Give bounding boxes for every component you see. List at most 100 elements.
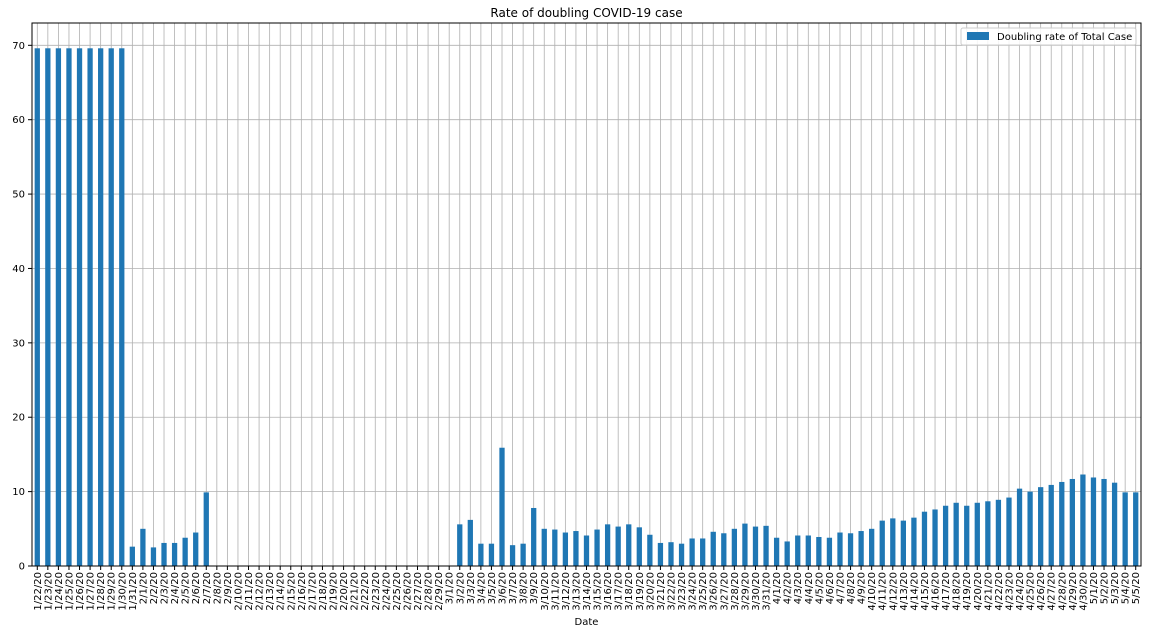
bar	[657, 542, 664, 566]
x-tick-label: 2/14/20	[276, 572, 287, 611]
y-tick-label: 10	[12, 487, 25, 498]
bar	[531, 507, 537, 566]
bar	[869, 528, 875, 566]
bar	[583, 535, 590, 566]
x-tick-label: 4/2/20	[783, 572, 794, 604]
x-tick-label: 5/1/20	[1089, 572, 1100, 604]
bar	[1111, 482, 1118, 566]
y-tick-label: 60	[12, 115, 25, 126]
x-tick-label: 4/9/20	[857, 572, 868, 604]
bar	[499, 447, 505, 566]
x-tick-label: 3/14/20	[582, 572, 593, 611]
bar	[161, 542, 167, 566]
x-tick-label: 1/31/20	[128, 572, 139, 611]
x-tick-label: 3/17/20	[614, 572, 625, 611]
x-tick-label: 4/1/20	[772, 572, 783, 604]
bar	[193, 532, 199, 566]
x-tick-label: 2/25/20	[392, 572, 403, 611]
bar	[890, 518, 896, 566]
bar	[615, 526, 621, 566]
x-tick-label: 2/10/20	[233, 572, 244, 611]
bar	[826, 537, 833, 566]
bar	[647, 534, 653, 566]
x-tick-label: 4/3/20	[793, 572, 804, 604]
x-tick-label: 2/3/20	[160, 572, 171, 604]
bar	[763, 525, 769, 566]
bar	[1027, 491, 1033, 566]
x-tick-label: 4/21/20	[983, 572, 994, 611]
bar	[911, 517, 917, 566]
x-tick-label: 2/16/20	[297, 572, 308, 611]
x-tick-label: 2/4/20	[170, 572, 181, 604]
bar	[119, 48, 125, 567]
bar	[1059, 481, 1065, 566]
x-tick-label: 2/2/20	[149, 572, 160, 604]
bar	[203, 492, 209, 566]
legend: Doubling rate of Total Case	[960, 27, 1137, 46]
bar	[108, 48, 114, 567]
bar	[1122, 492, 1128, 566]
y-tick-label: 20	[12, 413, 25, 424]
x-tick-label: 3/25/20	[698, 572, 709, 611]
x-tick-label: 2/5/20	[181, 572, 192, 604]
x-tick-label: 5/4/20	[1121, 572, 1132, 604]
bar	[837, 532, 843, 566]
x-tick-label: 4/13/20	[899, 572, 910, 611]
x-tick-label: 4/18/20	[952, 572, 963, 611]
bar	[700, 538, 706, 566]
bar	[129, 546, 135, 566]
x-tick-label: 4/14/20	[909, 572, 920, 611]
x-tick-label: 2/19/20	[329, 572, 340, 611]
x-tick-label: 4/25/20	[1026, 572, 1037, 611]
bar	[636, 527, 642, 566]
x-tick-label: 3/22/20	[666, 572, 677, 611]
x-tick-label: 2/22/20	[360, 572, 371, 611]
x-tick-label: 4/10/20	[867, 572, 878, 611]
x-axis-ticks: 1/22/20 1/23/20 1/24/20 1/25/20 1/26/20 1/27/…	[33, 566, 1142, 611]
y-tick-label: 40	[12, 264, 25, 275]
bar	[55, 48, 62, 567]
bar	[488, 543, 495, 566]
x-tick-label: 4/5/20	[814, 572, 825, 604]
x-tick-label: 2/1/20	[138, 572, 149, 604]
bar	[710, 531, 716, 566]
x-tick-label: 4/26/20	[1036, 572, 1047, 611]
x-tick-label: 3/5/20	[487, 572, 498, 604]
bar	[879, 520, 885, 566]
bar	[1090, 477, 1097, 566]
x-tick-label: 2/11/20	[244, 572, 255, 611]
bar	[1080, 474, 1086, 566]
x-tick-label: 3/3/20	[466, 572, 477, 604]
bar	[1038, 487, 1044, 566]
x-tick-label: 2/12/20	[255, 572, 266, 611]
legend-box	[960, 27, 1137, 46]
x-tick-label: 3/11/20	[550, 572, 561, 611]
x-tick-label: 3/20/20	[645, 572, 656, 611]
bar	[34, 48, 40, 567]
bar	[974, 502, 980, 566]
x-tick-label: 2/13/20	[265, 572, 276, 611]
bar	[805, 535, 811, 566]
x-tick-label: 3/13/20	[571, 572, 582, 611]
x-tick-label: 4/8/20	[846, 572, 857, 604]
bar	[87, 48, 93, 567]
x-tick-label: 3/18/20	[624, 572, 635, 611]
x-tick-label: 3/1/20	[445, 572, 456, 604]
bar	[509, 545, 516, 566]
bar	[964, 505, 970, 566]
x-tick-label: 1/23/20	[43, 572, 54, 611]
x-tick-label: 2/9/20	[223, 572, 234, 604]
x-tick-label: 2/6/20	[191, 572, 202, 604]
bar	[678, 543, 685, 566]
bar	[541, 528, 547, 566]
bar	[900, 520, 906, 566]
x-tick-label: 4/29/20	[1068, 572, 1079, 611]
bar	[942, 505, 949, 566]
bar	[985, 501, 991, 566]
x-tick-label: 3/28/20	[730, 572, 741, 611]
bar	[76, 48, 83, 567]
legend-label: Doubling rate of Total Case	[997, 32, 1132, 43]
y-tick-label: 30	[12, 338, 25, 349]
bar	[752, 526, 759, 566]
